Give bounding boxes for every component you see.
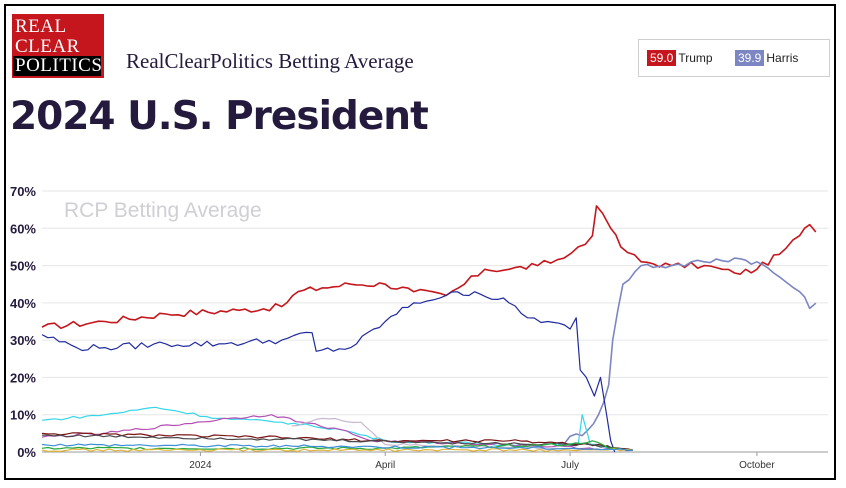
y-tick-label: 60% [10, 221, 36, 236]
y-tick-label: 40% [10, 296, 36, 311]
legend: 59.0 Trump 39.9 Harris [638, 39, 830, 77]
rcp-logo[interactable]: REAL CLEAR POLITICS [12, 14, 104, 78]
series-line-harris [557, 257, 817, 446]
legend-label-harris: Harris [766, 51, 799, 65]
x-tick-label: 2024 [189, 460, 212, 471]
chart-title: 2024 U.S. President [10, 94, 429, 139]
series-line-6 [41, 432, 634, 451]
y-tick-label: 30% [10, 333, 36, 348]
legend-item-harris[interactable]: 39.9 Harris [735, 50, 798, 66]
chart-subtitle: RealClearPolitics Betting Average [126, 49, 414, 73]
y-tick-label: 50% [10, 259, 36, 274]
x-tick-label: July [561, 460, 579, 471]
line-chart: 0% 10% 20% 30% 40% 50% 60% 70% RCP Betting Avera… [10, 184, 828, 471]
series-line-9 [41, 448, 634, 452]
y-tick-label: 0% [17, 445, 36, 460]
series-line-4 [41, 414, 634, 451]
logo-line-3: POLITICS [13, 55, 103, 76]
series-line-trump [41, 205, 817, 330]
logo-line-1: REAL [15, 16, 67, 37]
chart-frame: REAL CLEAR POLITICS RealClearPolitics Be… [4, 4, 836, 480]
series-line-2 [41, 291, 616, 453]
y-tick-label: 10% [10, 408, 36, 423]
chart-watermark: RCP Betting Average [64, 199, 262, 222]
x-tick-label: April [375, 460, 395, 471]
x-tick-label: October [739, 460, 775, 471]
legend-label-trump: Trump [678, 51, 713, 65]
y-tick-label: 20% [10, 370, 36, 385]
legend-value-harris: 39.9 [735, 50, 765, 66]
series-line-10 [41, 443, 634, 451]
legend-value-trump: 59.0 [647, 50, 677, 66]
legend-item-trump[interactable]: 59.0 Trump [647, 50, 713, 66]
y-tick-label: 70% [10, 184, 36, 199]
series-line-8 [41, 440, 634, 451]
logo-line-2: CLEAR [15, 36, 80, 57]
